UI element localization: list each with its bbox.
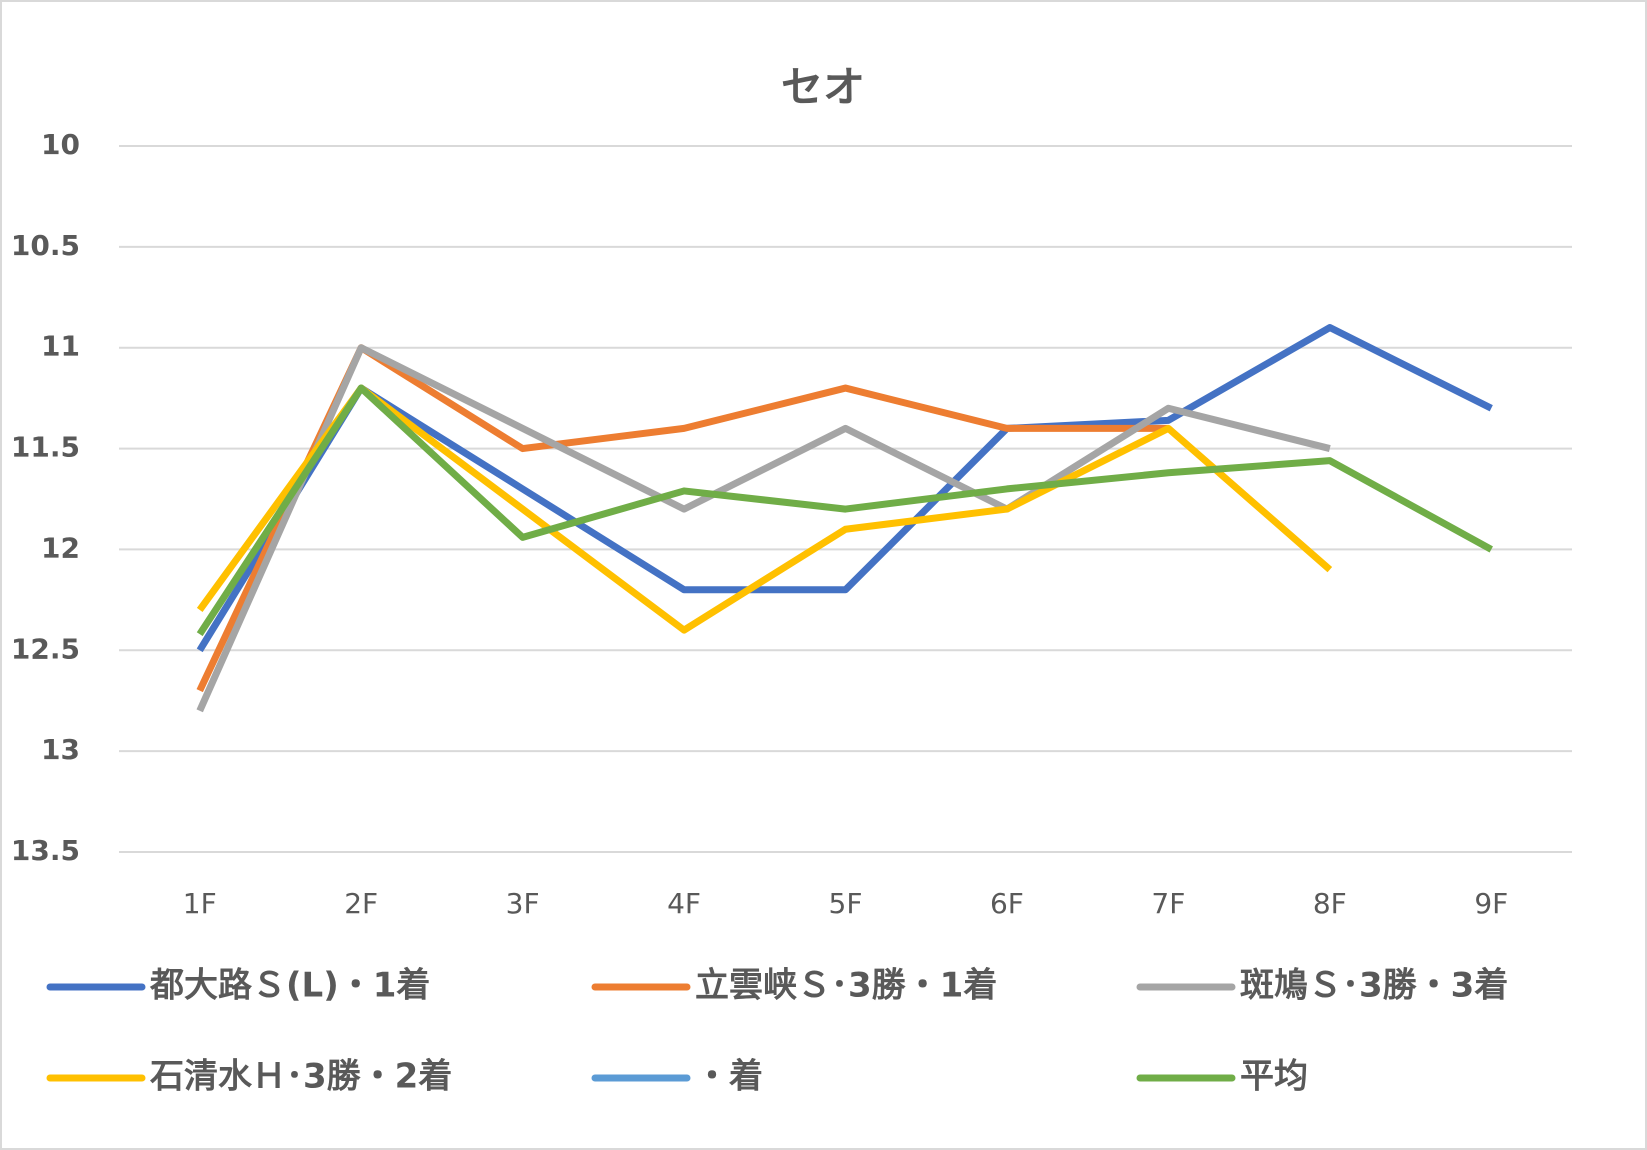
x-tick-label: 6F	[990, 887, 1024, 920]
legend-label: 斑鳩Ｓ･3勝・3着	[1240, 966, 1508, 1006]
x-tick-label: 1F	[183, 887, 217, 920]
series-line	[196, 324, 1493, 653]
x-tick-label: 7F	[1151, 887, 1185, 920]
y-tick-label: 10	[41, 128, 80, 161]
x-tick-label: 5F	[829, 887, 863, 920]
chart-title: セオ	[781, 63, 865, 112]
x-tick-label: 9F	[1474, 887, 1508, 920]
x-tick-label: 3F	[506, 887, 540, 920]
legend-label: 平均	[1240, 1057, 1308, 1097]
x-tick-label: 2F	[344, 887, 378, 920]
y-tick-label: 12	[41, 531, 80, 564]
legend-label: ・着	[695, 1057, 763, 1097]
series-line	[196, 344, 1331, 713]
legend-label: 都大路Ｓ(L)・1着	[149, 966, 430, 1006]
x-tick-label: 4F	[667, 887, 701, 920]
x-tick-label: 8F	[1313, 887, 1347, 920]
series-line	[196, 384, 1493, 637]
y-tick-label: 10.5	[11, 229, 80, 262]
y-tick-label: 11.5	[11, 431, 80, 464]
y-tick-label: 13.5	[11, 834, 80, 867]
y-tick-label: 13	[41, 733, 80, 766]
legend-label: 石清水Ｈ･3勝・2着	[149, 1057, 452, 1097]
y-tick-label: 12.5	[11, 632, 80, 665]
legend-label: 立雲峡Ｓ･3勝・1着	[695, 966, 997, 1006]
y-tick-label: 11	[41, 330, 80, 363]
